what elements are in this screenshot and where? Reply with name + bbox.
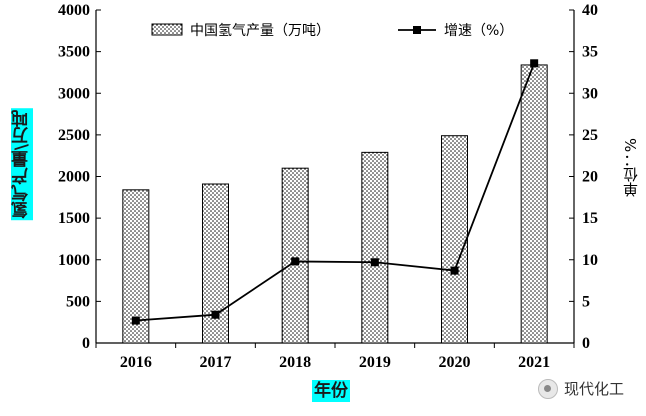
growth-point-marker <box>131 316 140 325</box>
y-axis-left-label: 氢气产量\万吨 <box>11 108 33 221</box>
y-right-tick-label: 40 <box>582 2 598 19</box>
y-left-tick-label: 2500 <box>58 127 90 144</box>
y-left-tick-label: 0 <box>82 335 90 352</box>
growth-point-marker <box>530 59 539 68</box>
legend: 中国氢气产量（万吨） 增速（%） <box>151 23 513 39</box>
x-tick-label: 2017 <box>200 354 232 371</box>
y-right-tick-label: 35 <box>582 44 598 61</box>
legend-bar-label: 中国氢气产量（万吨） <box>190 23 330 39</box>
y-right-tick-label: 0 <box>582 335 590 352</box>
y-right-tick-label: 25 <box>582 127 598 144</box>
axes-group: 0 500 1000 1500 2000 2500 3000 3500 4000 0 5 10 15 20… <box>58 2 598 371</box>
line-series-group <box>131 59 539 325</box>
y-right-tick-label: 5 <box>582 293 590 310</box>
x-tick-label: 2020 <box>439 354 471 371</box>
y-right-tick-label: 20 <box>582 169 598 186</box>
growth-point-marker <box>291 257 300 266</box>
legend-bar-swatch <box>151 23 183 36</box>
x-tick-label: 2018 <box>279 354 311 371</box>
growth-line <box>135 62 536 322</box>
legend-line-marker <box>413 26 421 34</box>
bar <box>520 64 548 344</box>
x-tick-label: 2021 <box>518 354 550 371</box>
bar <box>122 189 150 344</box>
growth-point-marker <box>211 310 220 319</box>
bar <box>281 167 309 344</box>
watermark: 现代化工 <box>538 378 624 399</box>
wechat-icon <box>538 378 558 399</box>
y-left-tick-label: 3500 <box>58 44 90 61</box>
bars-group <box>122 64 548 344</box>
y-left-tick-label: 4000 <box>58 2 90 19</box>
bar <box>361 151 389 344</box>
y-left-tick-label: 3000 <box>58 85 90 102</box>
bar <box>441 135 468 344</box>
bar <box>202 183 229 344</box>
y-left-tick-label: 500 <box>66 293 90 310</box>
y-left-tick-label: 1500 <box>58 210 90 227</box>
growth-point-marker <box>450 266 459 275</box>
y-right-tick-label: 30 <box>582 85 598 102</box>
y-axis-right-label: 单位：% <box>622 138 640 198</box>
x-tick-label: 2019 <box>359 354 391 371</box>
y-right-tick-label: 10 <box>582 252 598 269</box>
y-right-tick-label: 15 <box>582 210 598 227</box>
watermark-text: 现代化工 <box>564 380 625 398</box>
x-tick-label: 2016 <box>120 354 152 371</box>
growth-point-marker <box>370 258 379 267</box>
x-axis-label: 年份 <box>312 380 350 402</box>
legend-line-label: 增速（%） <box>444 23 513 39</box>
y-left-tick-label: 1000 <box>58 252 90 269</box>
y-left-tick-label: 2000 <box>58 169 90 186</box>
